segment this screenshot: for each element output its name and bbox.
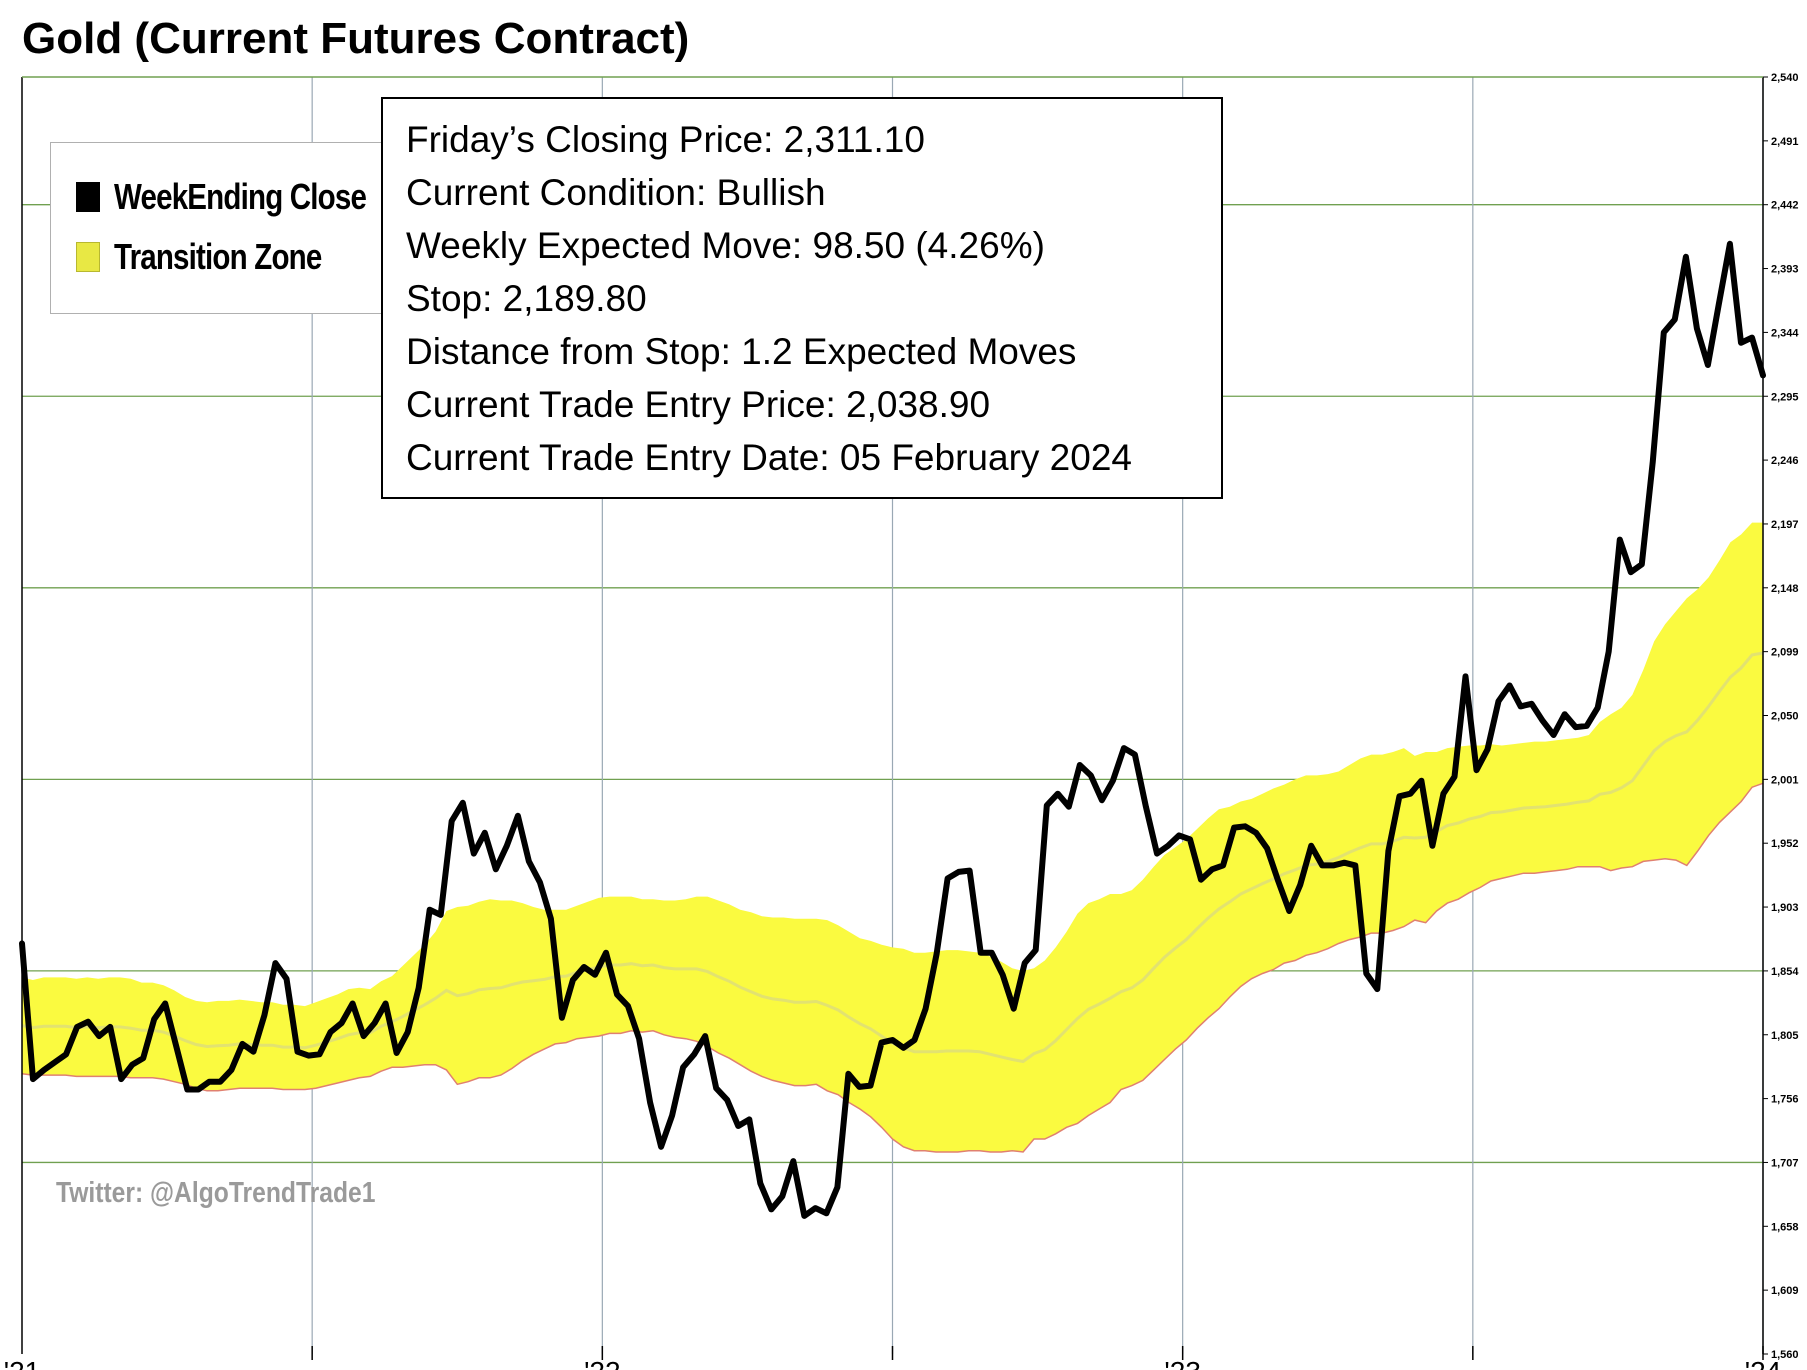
chart-title: Gold (Current Futures Contract) (22, 14, 690, 63)
x-tick-label: '22 (584, 1356, 621, 1370)
x-tick-label: '24 (1745, 1356, 1782, 1370)
x-tick-label: '23 (1164, 1356, 1201, 1370)
y-tick-label: 1,707 (1771, 1157, 1799, 1169)
y-tick-label: 2,393 (1771, 264, 1799, 276)
y-tick-label: 2,050 (1771, 711, 1799, 723)
y-tick-label: 1,903 (1771, 902, 1799, 914)
y-tick-label: 2,197 (1771, 519, 1799, 531)
x-tick-label: '21 (4, 1356, 41, 1370)
y-tick-label: 1,805 (1771, 1030, 1799, 1042)
y-tick-label: 2,148 (1771, 583, 1799, 595)
legend-item-close: WeekEnding Close (76, 176, 421, 217)
y-tick-label: 1,952 (1771, 838, 1799, 850)
legend-item-zone: Transition Zone (76, 236, 367, 277)
y-tick-label: 1,658 (1771, 1221, 1799, 1233)
y-tick-label: 2,442 (1771, 200, 1799, 212)
watermark: Twitter: @AlgoTrendTrade1 (56, 1177, 376, 1209)
y-tick-label: 2,099 (1771, 647, 1799, 659)
transition-zone-lower-edge (21, 782, 1764, 1153)
y-tick-label: 2,001 (1771, 774, 1799, 786)
info-condition: Current Condition: Bullish (406, 172, 826, 213)
axes: 1,560 1,609 1,658 1,707 1,756 1,805 1,854 1,903… (4, 72, 1800, 1370)
info-entry-date: Current Trade Entry Date: 05 February 20… (406, 437, 1132, 478)
y-tick-label: 1,854 (1771, 966, 1799, 978)
y-tick-label: 2,295 (1771, 391, 1799, 403)
info-distance-from-stop: Distance from Stop: 1.2 Expected Moves (406, 331, 1077, 372)
legend-swatch-close (76, 182, 100, 212)
y-tick-label: 1,609 (1771, 1285, 1799, 1297)
legend-label-zone: Transition Zone (114, 236, 322, 277)
info-closing-price: Friday’s Closing Price: 2,311.10 (406, 119, 925, 160)
series-line-weekending-close (19, 240, 1766, 1219)
legend: WeekEnding Close Transition Zone (50, 142, 390, 314)
y-tick-label: 2,344 (1771, 327, 1799, 339)
info-entry-price: Current Trade Entry Price: 2,038.90 (406, 384, 991, 425)
close-line-group (19, 240, 1766, 1219)
y-tick-label: 2,540 (1771, 72, 1799, 84)
y-tick-label: 2,246 (1771, 455, 1799, 467)
legend-swatch-zone (76, 242, 100, 272)
info-box: Friday’s Closing Price: 2,311.10 Current… (381, 97, 1223, 499)
legend-label-close: WeekEnding Close (114, 176, 367, 217)
y-tick-label: 1,560 (1771, 1349, 1799, 1361)
y-tick-label: 1,756 (1771, 1094, 1799, 1106)
info-expected-move: Weekly Expected Move: 98.50 (4.26%) (406, 225, 1045, 266)
info-stop: Stop: 2,189.80 (406, 278, 647, 319)
y-tick-label: 2,491 (1771, 136, 1799, 148)
